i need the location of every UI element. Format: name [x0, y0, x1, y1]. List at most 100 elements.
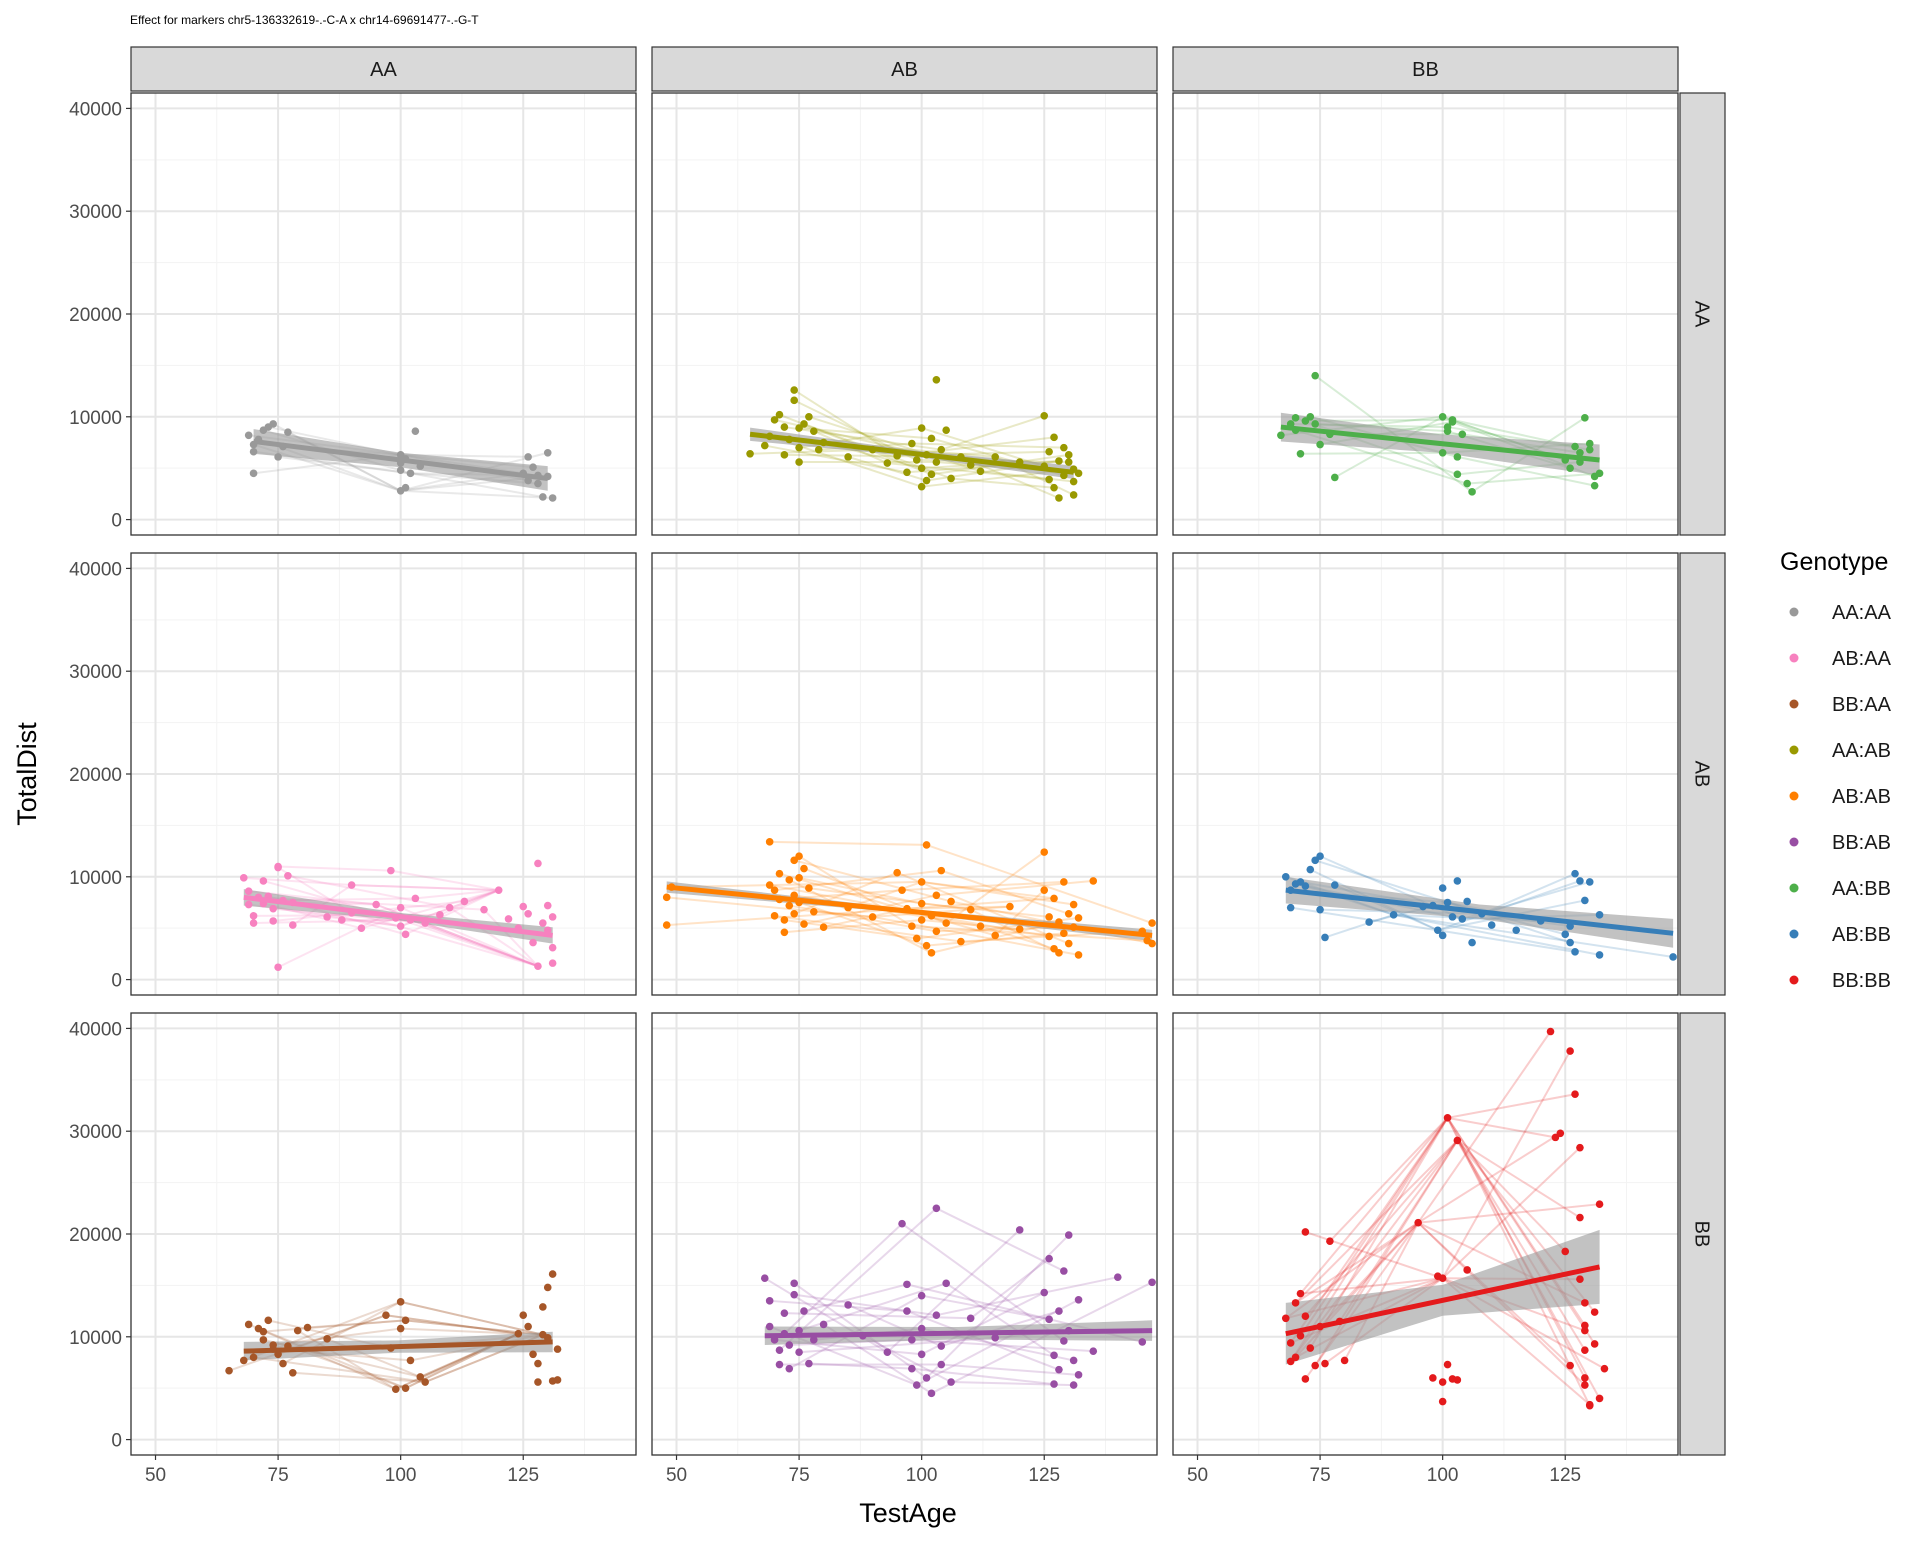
subject-line: [666, 907, 908, 927]
data-point: [244, 887, 253, 895]
data-point: [770, 886, 779, 894]
subject-line: [901, 880, 1064, 892]
subject-line: [1300, 1277, 1443, 1295]
data-point: [244, 431, 253, 440]
data-point: [780, 451, 789, 459]
data-point: [1321, 1359, 1329, 1368]
data-point: [480, 905, 488, 914]
subject-line: [799, 427, 932, 440]
subject-line: [921, 1294, 1050, 1321]
data-point: [1050, 1380, 1058, 1388]
data-point: [1113, 1273, 1122, 1281]
strip-top-label: AB: [891, 59, 918, 81]
y-tick-label: 20000: [69, 305, 122, 326]
subject-line: [906, 1310, 1060, 1371]
data-point: [800, 420, 808, 428]
x-tick-label: 100: [385, 1465, 417, 1486]
subject-line: [808, 887, 971, 911]
subject-line: [1295, 1221, 1419, 1304]
data-point: [908, 1336, 916, 1344]
data-point: [1512, 926, 1521, 935]
data-point: [524, 1322, 532, 1331]
data-point: [775, 410, 784, 419]
data-point: [1316, 905, 1324, 914]
subject-line: [410, 919, 539, 968]
data-point: [534, 859, 542, 868]
data-point: [1060, 929, 1068, 938]
data-point: [1561, 1247, 1570, 1256]
subject-line: [464, 889, 500, 903]
legend-key: [1789, 837, 1799, 847]
data-point: [401, 930, 410, 939]
data-point: [976, 922, 985, 930]
trend-line: [764, 1328, 1153, 1339]
data-point: [338, 916, 346, 924]
data-point: [805, 1359, 813, 1368]
series-AA:AA: [244, 420, 557, 502]
trend-line: [1285, 887, 1674, 936]
x-tick-label: 50: [1187, 1465, 1208, 1486]
data-point: [1301, 882, 1310, 890]
subject-line: [263, 1319, 406, 1333]
subject-line: [410, 472, 544, 498]
subject-line: [1447, 1093, 1576, 1119]
subject-line: [847, 455, 927, 482]
data-point: [1050, 483, 1058, 492]
data-point: [1281, 872, 1290, 881]
data-point: [898, 1219, 906, 1228]
data-point: [790, 386, 798, 394]
data-point: [1040, 1288, 1049, 1297]
strip-right-AA: [1679, 92, 1726, 536]
subject-line: [1294, 1139, 1459, 1304]
data-point: [1463, 479, 1471, 488]
data-point: [1389, 911, 1398, 919]
data-point: [1055, 1365, 1063, 1374]
legend-label: BB:AB: [1832, 832, 1891, 854]
subject-line: [793, 389, 898, 457]
data-point: [1438, 412, 1447, 421]
data-point: [1055, 1307, 1063, 1315]
data-point: [1089, 1347, 1098, 1355]
data-point: [396, 1324, 405, 1333]
subject-line: [901, 1222, 1065, 1342]
data-point: [323, 1335, 331, 1343]
data-point: [765, 1297, 774, 1305]
legend-label: AB:AB: [1832, 786, 1891, 808]
data-point: [543, 901, 552, 910]
data-point: [436, 911, 444, 919]
data-point: [1074, 1295, 1083, 1304]
subject-line: [1447, 1116, 1556, 1139]
y-tick-label: 0: [111, 1431, 122, 1452]
data-point: [396, 466, 405, 475]
facet-panel: [131, 1013, 636, 1455]
data-point: [1438, 1274, 1447, 1282]
data-point: [553, 1376, 562, 1384]
data-point: [1546, 1027, 1555, 1036]
subject-line: [278, 865, 391, 872]
y-tick-label: 10000: [69, 868, 122, 889]
subject-line: [788, 878, 932, 954]
subject-line: [935, 1207, 1065, 1272]
subject-line: [248, 1323, 406, 1390]
facet-panel: [131, 553, 636, 995]
data-point: [1458, 430, 1467, 439]
data-point: [1571, 869, 1579, 878]
subject-line: [921, 880, 1074, 906]
data-point: [514, 1329, 523, 1338]
data-point: [1306, 865, 1315, 874]
data-point: [917, 424, 926, 432]
subject-line: [798, 901, 927, 947]
data-point: [805, 412, 813, 421]
data-point: [1463, 897, 1471, 906]
trend-line: [1285, 1264, 1601, 1337]
data-point: [1595, 1394, 1604, 1403]
data-point: [274, 862, 282, 871]
data-point: [1291, 1299, 1300, 1307]
data-point: [529, 1350, 537, 1359]
subject-line: [970, 1257, 1050, 1320]
data-point: [662, 921, 671, 929]
data-point: [1074, 951, 1083, 959]
strip-top-BB: [1172, 46, 1679, 92]
data-point: [239, 1356, 248, 1365]
data-point: [785, 1364, 794, 1373]
